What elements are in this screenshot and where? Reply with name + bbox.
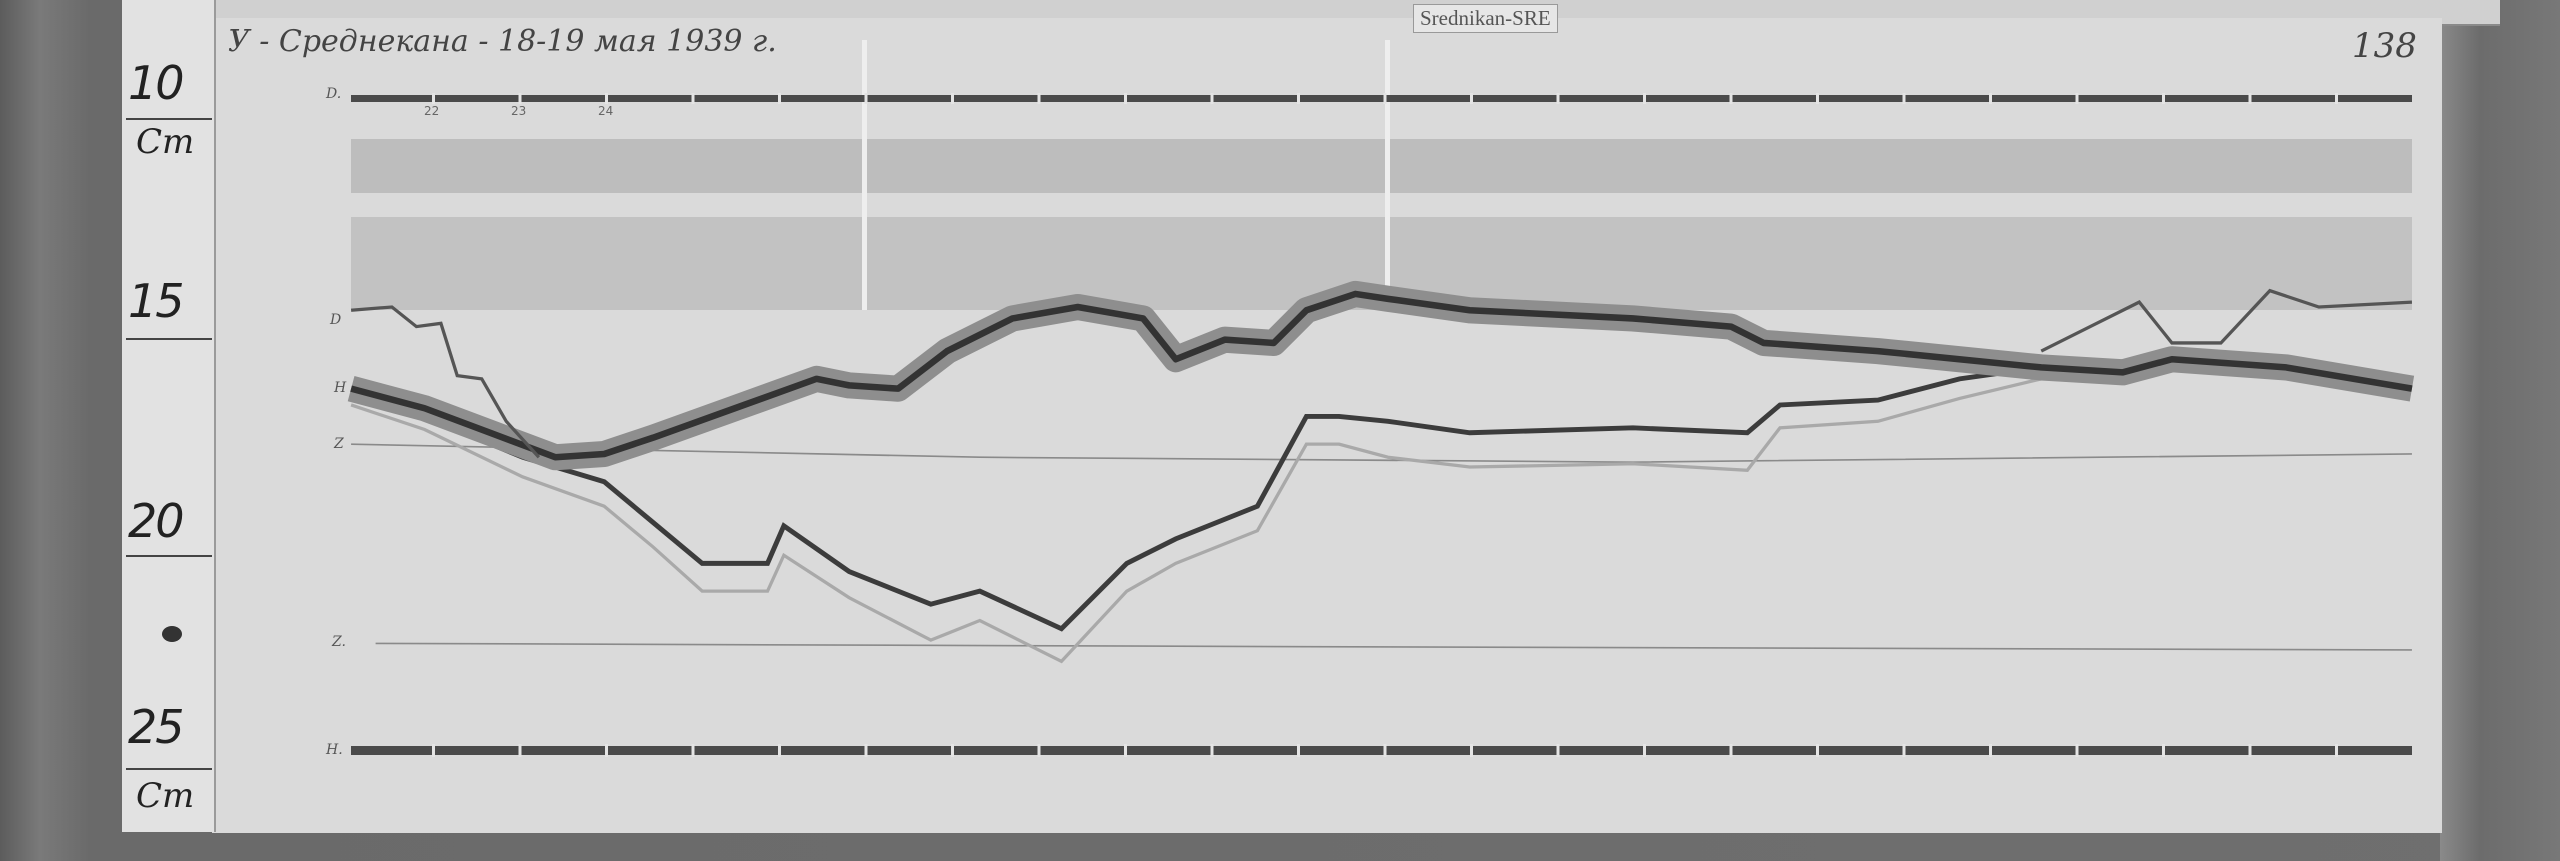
hour-tick (1556, 93, 1560, 104)
handwritten-title: У - Среднекана - 18-19 мая 1939 г. (228, 24, 777, 59)
label-h: H (334, 380, 347, 396)
label-z: Z (334, 436, 344, 452)
hour-tick (2248, 93, 2252, 104)
hour-tick (518, 93, 522, 104)
ruler-divider (126, 338, 212, 340)
hour-mark-24: 24 (598, 104, 614, 118)
hour-tick (2335, 744, 2338, 757)
hour-tick (605, 744, 608, 757)
hour-tick (432, 744, 435, 757)
hour-tick (1902, 93, 1906, 104)
hour-tick (1643, 744, 1646, 757)
hour-tick (1643, 93, 1646, 104)
hour-tick (1470, 93, 1473, 104)
station-tag: Srednikan-SRE (1413, 4, 1558, 33)
hour-tick (1210, 93, 1214, 104)
time-marker (862, 40, 867, 310)
hour-tick (605, 93, 608, 104)
trace-d-upper-right (2040, 288, 2413, 353)
ruler-label-10: 10 (128, 56, 185, 110)
hour-tick (432, 93, 435, 104)
hour-tick (691, 744, 695, 757)
trace-h (350, 290, 2413, 461)
hour-mark-23: 23 (511, 104, 527, 118)
hour-tick (1124, 93, 1127, 104)
ruler-unit: Cm (136, 776, 195, 816)
hour-tick (951, 744, 954, 757)
background-surface-right (2440, 0, 2560, 861)
hour-tick (1037, 744, 1041, 757)
ruler-hole (162, 626, 182, 642)
hour-tick (2162, 744, 2165, 757)
hour-mark-22: 22 (424, 104, 440, 118)
ruler-label-20: 20 (128, 494, 185, 548)
hour-tick (2075, 93, 2079, 104)
hour-tick (1989, 744, 1992, 757)
hour-tick (1556, 744, 1560, 757)
page-number: 138 (2352, 26, 2417, 66)
label-baseline-d: D. (326, 86, 342, 102)
gray-band (351, 139, 2412, 193)
hour-tick (1037, 93, 1041, 104)
trace-d-lower (350, 364, 2042, 632)
hour-tick (2162, 93, 2165, 104)
hour-tick (1729, 744, 1733, 757)
ruler-divider (126, 768, 212, 770)
ruler-label-25: 25 (128, 700, 185, 754)
hour-tick (1470, 744, 1473, 757)
hour-tick (1816, 93, 1819, 104)
hour-tick (1989, 93, 1992, 104)
baseline-h (351, 746, 2412, 755)
trace-d-upper (350, 305, 541, 459)
ruler-divider (126, 555, 212, 557)
hour-tick (1383, 93, 1387, 104)
ruler-unit: Cm (136, 122, 195, 162)
baseline-z-line (351, 443, 2412, 463)
hour-tick (1124, 744, 1127, 757)
ruler-divider (126, 118, 212, 120)
hour-tick (1210, 744, 1214, 757)
trace-d-lower-light (350, 377, 2042, 664)
label-baseline-h: H. (326, 742, 343, 758)
hour-tick (2335, 93, 2338, 104)
hour-tick (778, 93, 781, 104)
hour-tick (864, 93, 868, 104)
hour-tick (1816, 744, 1819, 757)
hour-tick (951, 93, 954, 104)
hour-tick (2075, 744, 2079, 757)
hour-tick (1729, 93, 1733, 104)
ruler-label-15: 15 (128, 274, 185, 328)
baseline-d (351, 95, 2412, 102)
baseline-z2-line (375, 642, 2412, 651)
hour-tick (1902, 744, 1906, 757)
hour-tick (2248, 744, 2252, 757)
label-baseline-z: Z. (332, 634, 346, 650)
hour-tick (778, 744, 781, 757)
hour-tick (1383, 744, 1387, 757)
hour-tick (1297, 744, 1300, 757)
hour-tick (864, 744, 868, 757)
time-marker (1385, 40, 1390, 310)
hour-tick (1297, 93, 1300, 104)
hour-tick (518, 744, 522, 757)
hour-ticks (432, 93, 2338, 757)
label-d: D (330, 312, 342, 328)
scale-ruler: 10 Cm 15 20 25 Cm (122, 0, 216, 832)
hour-tick (691, 93, 695, 104)
